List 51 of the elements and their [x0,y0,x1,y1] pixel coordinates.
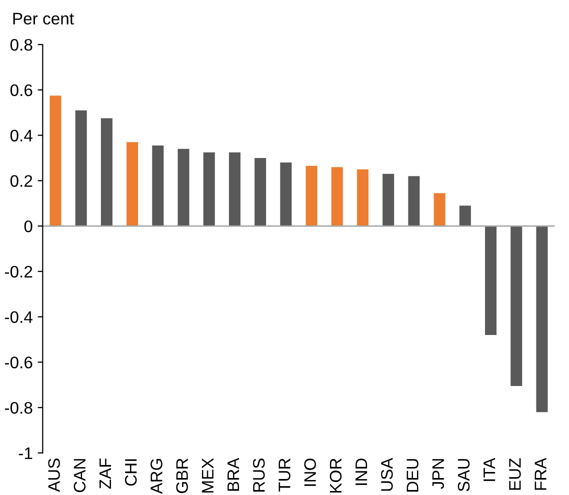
y-tick-label: -0.6 [4,356,32,368]
y-tick-label: -1 [18,448,32,459]
y-axis-title: Per cent [13,12,74,25]
x-tick-label: EUZ [509,458,521,490]
bar [331,167,343,226]
x-tick-label: TUR [278,458,290,492]
bar [434,193,446,226]
x-tick-label: MEX [202,458,214,493]
x-tick-label: KOR [330,458,342,493]
bar [459,206,471,226]
y-tick-label: -0.8 [4,402,32,414]
bar [203,152,215,226]
bar [280,162,292,226]
x-tick-label: ZAF [100,458,111,489]
bar [152,146,164,226]
y-tick-label: -0.2 [4,266,32,278]
x-tick-label: AUS [48,458,60,492]
x-tick-label: CAN [74,459,86,492]
bar [50,96,62,226]
y-tick-label: 0.2 [10,175,32,187]
bar [382,174,394,226]
y-tick-label: 0.4 [10,130,32,142]
x-tick-label: ITA [484,458,496,481]
bar [228,152,240,226]
x-tick-label: CHI [124,459,137,486]
x-tick-label: FRA [534,458,546,490]
bar [126,142,138,226]
bar [254,158,266,226]
bar [178,148,190,226]
y-tick-label: 0.6 [10,84,32,96]
x-tick-label: JPN [432,459,444,490]
bar [100,118,112,226]
bar [485,226,497,335]
x-tick-label: USA [381,458,393,491]
bar [510,226,522,386]
x-tick-label: GBR [176,458,188,494]
x-tick-label: IND [356,458,368,485]
y-tick-label: -0.4 [4,311,32,324]
x-tick-label: DEU [406,459,418,492]
bar [306,166,318,226]
x-tick-label: BRA [228,458,240,491]
y-tick-label: 0 [24,220,32,232]
bar [408,176,420,226]
x-tick-label: RUS [252,458,265,492]
x-tick-label: INO [304,458,316,486]
bar [75,110,87,226]
bar [536,226,548,412]
x-tick-label: SAU [458,459,470,492]
bar [356,169,368,226]
y-tick-label: 0.8 [10,38,32,51]
x-tick-label: ARG [150,459,162,494]
